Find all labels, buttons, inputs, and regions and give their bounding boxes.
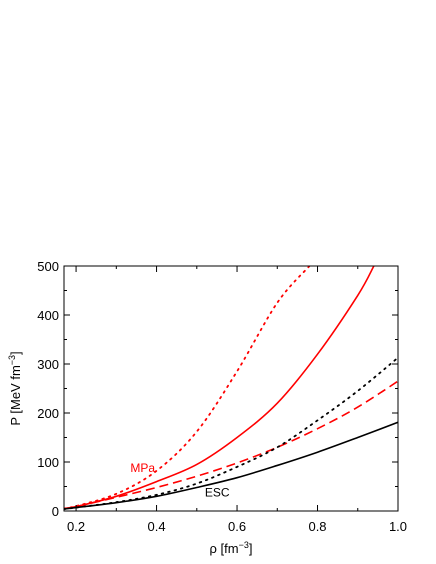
- x-axis-title-tail: ]: [249, 541, 253, 556]
- x-tick-label: 0.4: [148, 519, 166, 534]
- x-axis-title-exp: −3: [239, 540, 249, 550]
- x-tick-label: 0.6: [228, 519, 246, 534]
- y-tick-label: 100: [37, 455, 59, 470]
- series-mpa-dotted-line: [64, 266, 311, 510]
- x-tick-label: 0.2: [67, 519, 85, 534]
- y-tick-label: 0: [52, 504, 59, 519]
- y-tick-label: 300: [37, 357, 59, 372]
- series-layer: [64, 266, 398, 510]
- series-mpa-solid-line: [64, 266, 375, 510]
- y-tick-label: 200: [37, 406, 59, 421]
- y-axis-title-main: P [MeV fm: [8, 365, 23, 425]
- ticks-layer: [64, 265, 399, 512]
- y-axis-title-tail: ]: [8, 351, 23, 355]
- x-axis-title: ρ [fm−3]: [210, 540, 253, 556]
- series-mpa-dashed-line: [64, 380, 398, 510]
- series-esc-solid-line: [64, 421, 398, 510]
- annotation-esc: ESC: [205, 485, 230, 499]
- y-tick-label: 500: [37, 259, 59, 274]
- y-axis-title-exp: −3: [7, 355, 17, 365]
- plot-frame: [63, 265, 399, 512]
- x-axis-title-main: ρ [fm: [210, 541, 239, 556]
- y-axis-title: P [MeV fm−3]: [7, 351, 23, 425]
- y-tick-label: 400: [37, 308, 59, 323]
- labels-layer: 0.2 0.4 0.6 0.8 1.0 0 100 200 300 400 500: [37, 259, 407, 534]
- x-tick-label: 1.0: [389, 519, 407, 534]
- x-tick-label: 0.8: [308, 519, 326, 534]
- series-esc-dotted-line: [64, 356, 398, 510]
- annotation-mpa: MPa: [130, 461, 155, 475]
